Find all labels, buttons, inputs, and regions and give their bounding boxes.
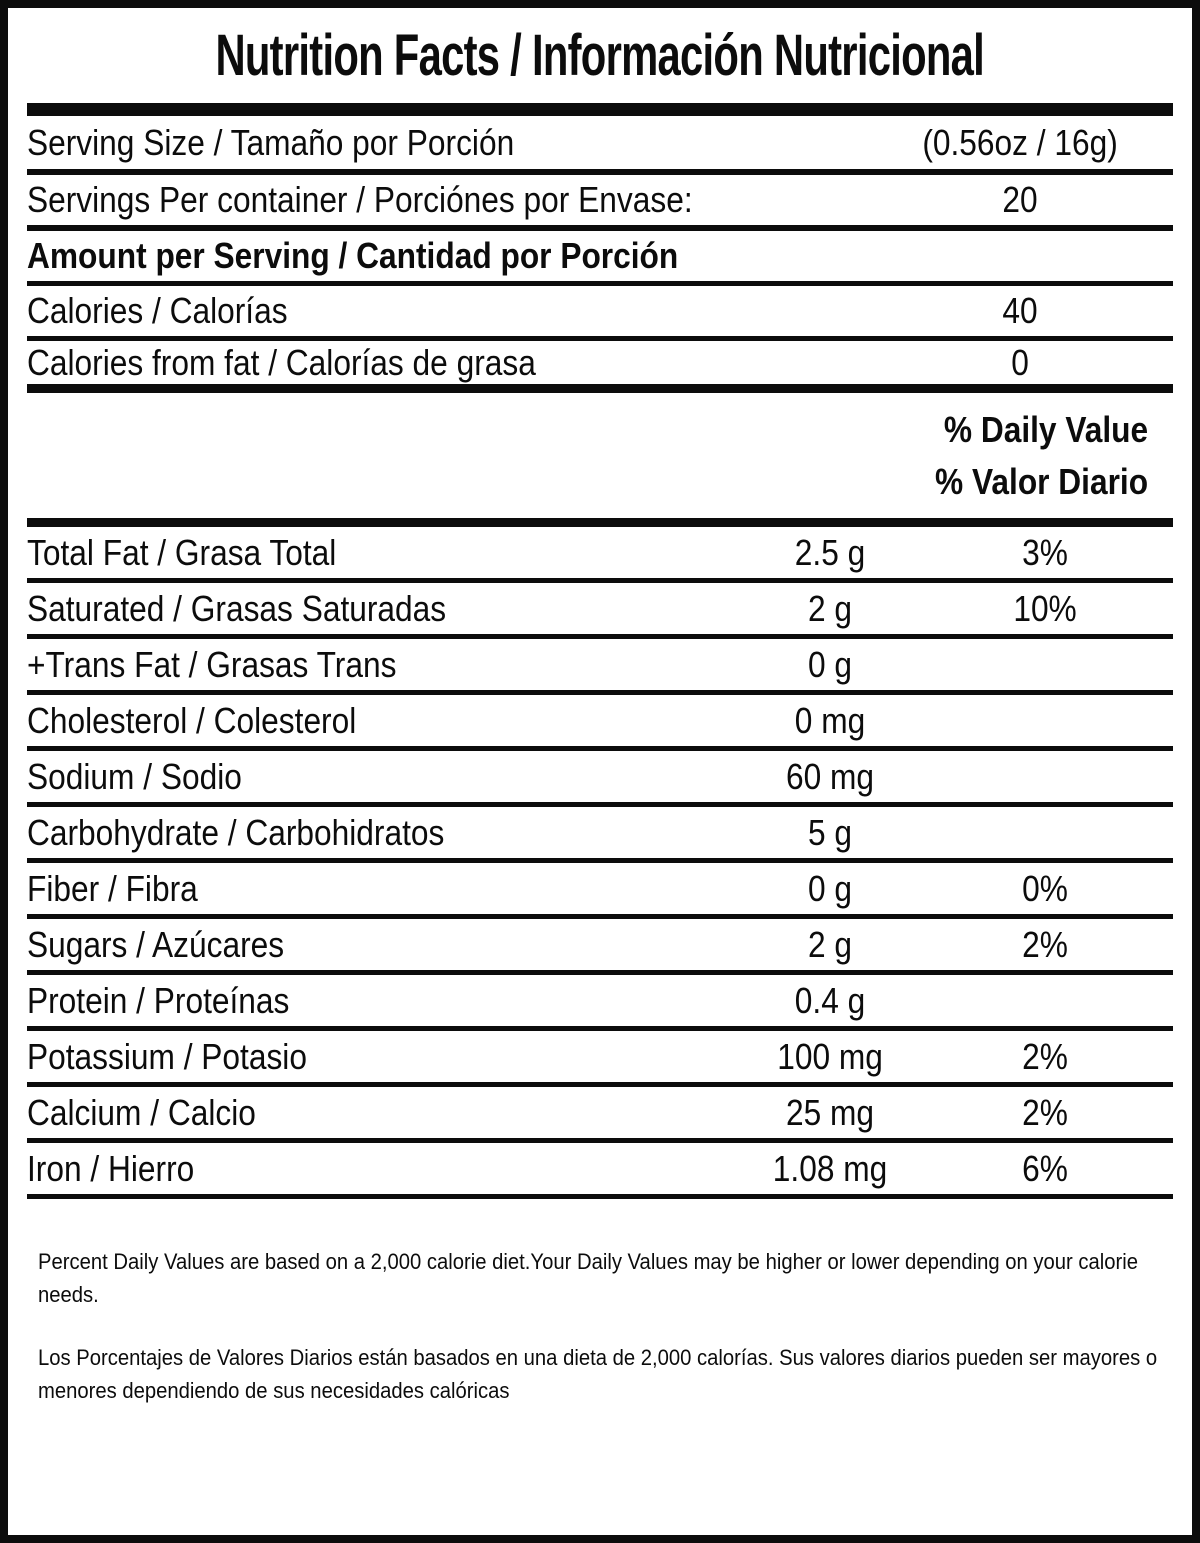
nutrient-amount: 60 mg <box>785 755 875 797</box>
servings-per-container-label: Servings Per container / Porciónes por E… <box>27 179 693 220</box>
nutrient-row-sugars: Sugars / Azúcares 2 g 2% <box>27 919 1173 975</box>
calories-from-fat-label: Calories from fat / Calorías de grasa <box>27 341 536 383</box>
calories-value: 40 <box>1002 290 1038 331</box>
nutrient-daily-value <box>970 980 1120 1022</box>
serving-size-label: Serving Size / Tamaño por Porción <box>27 121 515 163</box>
nutrient-daily-value <box>970 644 1120 686</box>
nutrient-amount: 2 g <box>807 587 853 629</box>
nutrient-daily-value: 0% <box>1022 867 1068 909</box>
nutrient-row-potassium: Potassium / Potasio 100 mg 2% <box>27 1031 1173 1087</box>
nutrient-daily-value: 2% <box>1022 1035 1068 1077</box>
nutrient-amount: 0 g <box>807 643 853 685</box>
servings-per-container-value: 20 <box>1002 179 1038 220</box>
nutrient-label: Total Fat / Grasa Total <box>27 531 337 573</box>
nutrient-daily-value <box>970 756 1120 798</box>
nutrient-row-trans-fat: +Trans Fat / Grasas Trans 0 g <box>27 639 1173 695</box>
nutrient-amount: 100 mg <box>777 1035 883 1077</box>
calories-from-fat-value: 0 <box>1011 341 1029 383</box>
nutrient-amount: 0.4 g <box>794 979 866 1021</box>
nutrient-label: Calcium / Calcio <box>27 1091 256 1133</box>
nutrient-row-iron: Iron / Hierro 1.08 mg 6% <box>27 1143 1173 1199</box>
title-divider-bar <box>27 103 1173 116</box>
nutrient-daily-value: 3% <box>1022 531 1068 573</box>
nutrient-row-calcium: Calcium / Calcio 25 mg 2% <box>27 1087 1173 1143</box>
calories-row: Calories / Calorías 40 <box>27 286 1173 341</box>
nutrient-label: +Trans Fat / Grasas Trans <box>27 643 397 685</box>
daily-value-header-en: % Daily Value <box>943 408 1148 450</box>
nutrient-label: Carbohydrate / Carbohidratos <box>27 811 445 853</box>
nutrient-amount: 0 mg <box>794 699 866 741</box>
nutrient-row-protein: Protein / Proteínas 0.4 g <box>27 975 1173 1031</box>
nutrient-row-saturated-fat: Saturated / Grasas Saturadas 2 g 10% <box>27 583 1173 639</box>
nutrient-daily-value: 2% <box>1022 1091 1068 1133</box>
nutrient-row-carbohydrate: Carbohydrate / Carbohidratos 5 g <box>27 807 1173 863</box>
calories-label: Calories / Calorías <box>27 290 288 331</box>
amount-per-serving-heading: Amount per Serving / Cantidad por Porció… <box>27 231 1173 286</box>
nutrient-label: Fiber / Fibra <box>27 867 198 909</box>
daily-value-header: % Daily Value % Valor Diario <box>27 393 1173 527</box>
footnote-spanish: Los Porcentajes de Valores Diarios están… <box>38 1345 1158 1403</box>
footnote-english: Percent Daily Values are based on a 2,00… <box>38 1249 1138 1307</box>
amount-per-serving-label: Amount per Serving / Cantidad por Porció… <box>27 235 679 276</box>
nutrient-label: Saturated / Grasas Saturadas <box>27 587 447 629</box>
nutrient-daily-value <box>970 700 1120 742</box>
nutrient-amount: 2.5 g <box>794 531 866 573</box>
serving-size-row: Serving Size / Tamaño por Porción (0.56o… <box>27 116 1173 175</box>
serving-size-value: (0.56oz / 16g) <box>922 121 1118 163</box>
nutrient-label: Iron / Hierro <box>27 1147 195 1189</box>
calories-from-fat-row: Calories from fat / Calorías de grasa 0 <box>27 341 1173 393</box>
nutrient-daily-value: 2% <box>1022 923 1068 965</box>
nutrient-amount: 5 g <box>807 811 853 853</box>
nutrient-label: Protein / Proteínas <box>27 979 290 1021</box>
nutrient-amount: 2 g <box>807 923 853 965</box>
nutrient-row-cholesterol: Cholesterol / Colesterol 0 mg <box>27 695 1173 751</box>
nutrient-amount: 0 g <box>807 867 853 909</box>
footnotes: Percent Daily Values are based on a 2,00… <box>27 1199 1173 1407</box>
nutrient-daily-value: 10% <box>1013 587 1077 629</box>
nutrient-daily-value <box>970 812 1120 854</box>
servings-per-container-row: Servings Per container / Porciónes por E… <box>27 175 1173 231</box>
title-band: Nutrition Facts / Información Nutriciona… <box>27 8 1173 103</box>
daily-value-header-es: % Valor Diario <box>934 460 1148 502</box>
nutrient-label: Potassium / Potasio <box>27 1035 307 1077</box>
nutrient-row-sodium: Sodium / Sodio 60 mg <box>27 751 1173 807</box>
nutrient-amount: 25 mg <box>785 1091 875 1133</box>
nutrient-row-total-fat: Total Fat / Grasa Total 2.5 g 3% <box>27 527 1173 583</box>
nutrient-label: Sodium / Sodio <box>27 755 242 797</box>
nutrient-label: Sugars / Azúcares <box>27 923 285 965</box>
nutrient-daily-value: 6% <box>1022 1147 1068 1189</box>
label-title: Nutrition Facts / Información Nutriciona… <box>215 23 985 88</box>
nutrient-amount: 1.08 mg <box>772 1147 888 1189</box>
nutrient-label: Cholesterol / Colesterol <box>27 699 357 741</box>
nutrient-row-fiber: Fiber / Fibra 0 g 0% <box>27 863 1173 919</box>
